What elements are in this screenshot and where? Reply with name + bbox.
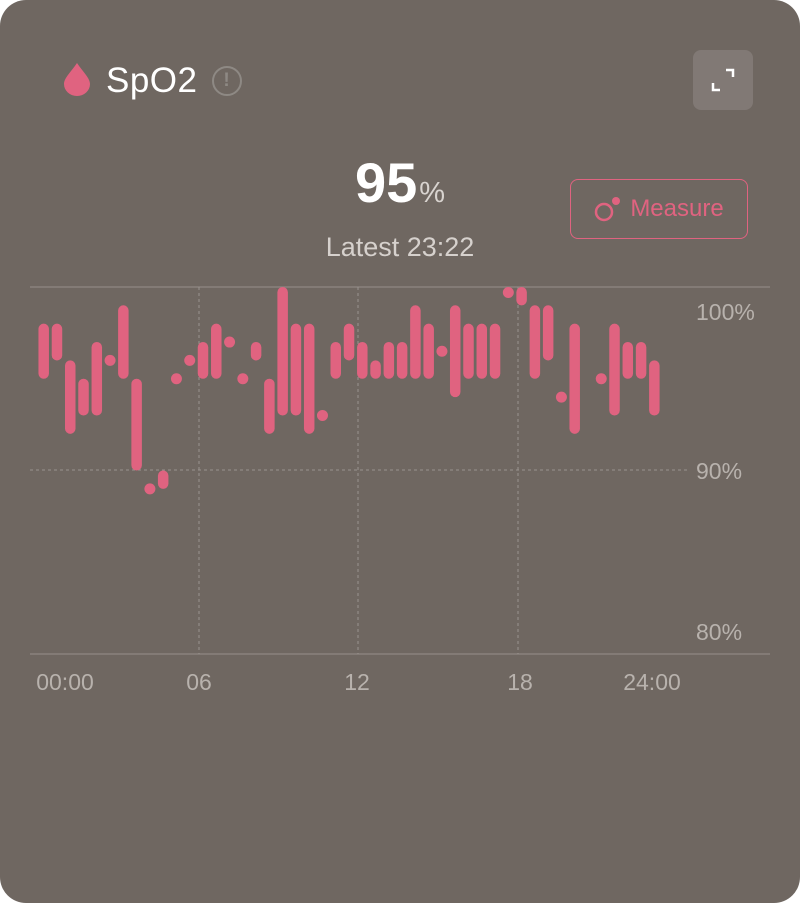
spo2-point (555, 391, 567, 403)
spo2-value: 95% (0, 150, 800, 215)
spo2-point (595, 373, 607, 385)
x-tick-0: 00:00 (36, 669, 94, 695)
exclamation-circle-icon[interactable]: ! (211, 66, 242, 96)
spo2-point (316, 409, 328, 421)
x-tick-24: 24:00 (623, 669, 681, 695)
expand-button[interactable] (693, 50, 753, 110)
spo2-point (104, 354, 116, 366)
measure-icon (595, 197, 621, 222)
spo2-number: 95 (354, 151, 418, 214)
spo2-point (237, 373, 249, 385)
y-tick-100: 100% (696, 299, 755, 325)
spo2-point (170, 373, 182, 385)
blood-drop-icon (62, 62, 92, 101)
spo2-unit: % (419, 177, 446, 209)
card-header: SpO2 ! (62, 58, 242, 104)
expand-icon (711, 68, 735, 92)
y-tick-80: 80% (696, 619, 742, 645)
y-tick-90: 90% (696, 458, 742, 484)
measure-label: Measure (630, 195, 724, 222)
x-tick-6: 06 (186, 669, 212, 695)
spo2-point (224, 336, 236, 348)
spo2-point (502, 287, 514, 299)
x-tick-12: 12 (344, 669, 370, 695)
spo2-point (436, 345, 448, 357)
measure-button[interactable]: Measure (570, 179, 748, 239)
spo2-point (184, 354, 196, 366)
latest-time: Latest 23:22 (325, 232, 475, 262)
spo2-point (144, 483, 156, 495)
chart-marks (38, 286, 660, 495)
x-tick-18: 18 (507, 669, 533, 695)
card-title: SpO2 (106, 61, 198, 100)
